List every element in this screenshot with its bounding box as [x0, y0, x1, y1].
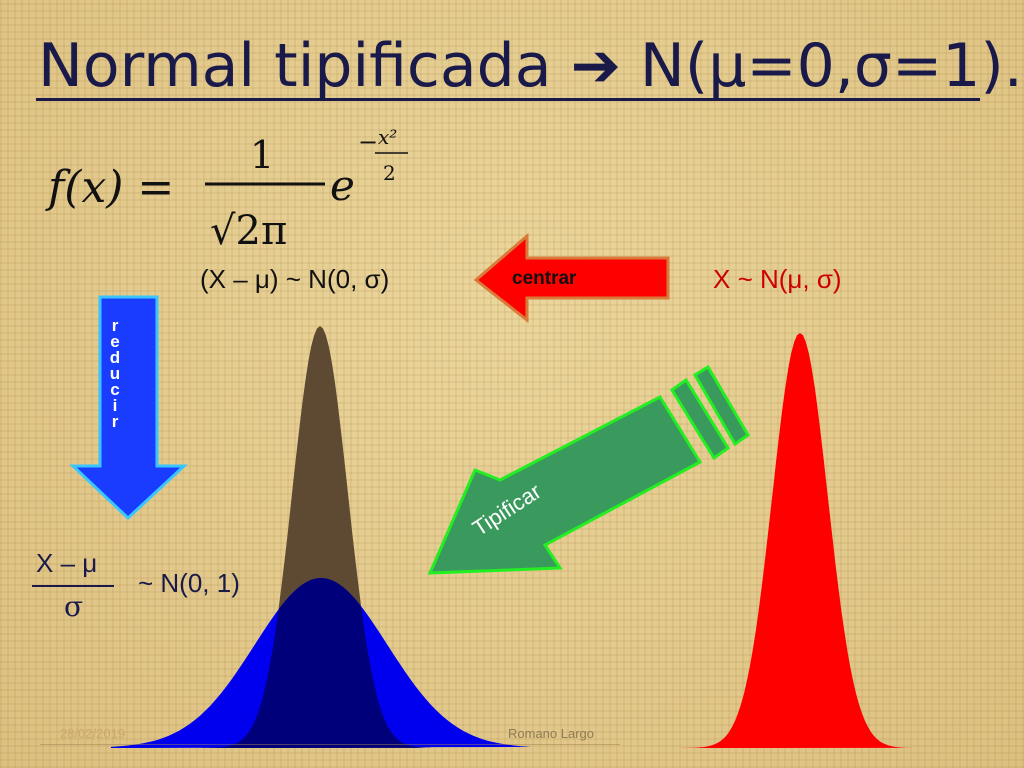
- reducir-arrow: [69, 295, 188, 521]
- density-formula: f(x) = 1 √2π e − x² 2: [45, 125, 408, 254]
- slide-title: Normal tipificada ➔ N(μ=0,σ=1).: [38, 31, 1023, 101]
- footer-author: Romano Largo: [508, 726, 594, 741]
- standardized-denominator: σ: [64, 590, 84, 623]
- standardized-result: ~ N(0, 1): [138, 568, 240, 598]
- formula-numerator: 1: [250, 133, 274, 177]
- tipificar-arrow-stripe-2: [692, 364, 750, 447]
- centrar-arrow: [473, 232, 670, 324]
- formula-exp-den: 2: [383, 161, 396, 185]
- overlap-region: [202, 578, 438, 748]
- formula-exp-num: x²: [378, 125, 397, 149]
- standardized-numerator: X – μ: [36, 548, 98, 578]
- formula-exp-sign: −: [358, 128, 378, 156]
- brown-normal-curve: [202, 326, 438, 748]
- reducir-letter: i: [112, 396, 118, 415]
- tipificar-arrow-stripe-1: [669, 377, 731, 461]
- title-underline: [36, 98, 980, 101]
- formula-denominator: √2π: [210, 208, 287, 254]
- footer-date: 28/02/2019: [60, 726, 126, 741]
- footer-divider: [40, 744, 620, 745]
- reducir-letter: e: [110, 332, 120, 351]
- reducir-letter: c: [110, 380, 120, 399]
- reducir-letter: d: [109, 348, 121, 367]
- formula-lhs: f(x) =: [45, 162, 174, 213]
- tipificar-arrow: [427, 395, 703, 575]
- red-normal-curve: [682, 333, 918, 748]
- reducir-letter: r: [111, 316, 119, 335]
- formula-base: e: [330, 161, 355, 210]
- original-variable-label: X ~ N(μ, σ): [713, 264, 842, 294]
- reducir-letter: r: [111, 412, 119, 431]
- centered-variable-label: (X – μ) ~ N(0, σ): [200, 264, 390, 294]
- centrar-label: centrar: [512, 268, 577, 289]
- reducir-letter: u: [109, 364, 121, 383]
- standardized-fraction-bar: [32, 585, 114, 587]
